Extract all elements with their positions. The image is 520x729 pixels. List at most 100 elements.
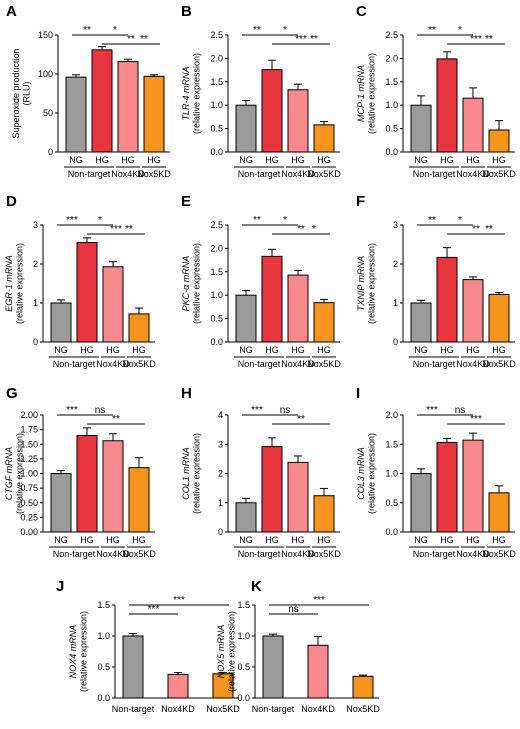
significance-label: ** — [140, 34, 148, 45]
group-label: Nox5KD — [307, 549, 341, 559]
bar-nox4 — [167, 673, 189, 699]
y-tick-label: 100 — [38, 69, 53, 79]
bar-condition-label: HG — [440, 345, 454, 355]
y-tick-label: 1.50 — [20, 439, 38, 449]
y-tick-label: 1 — [393, 298, 398, 308]
y-tick-label: 0.0 — [385, 147, 398, 157]
y-label-unit: (relative expression) — [366, 243, 376, 324]
y-tick-label: 2.5 — [210, 30, 223, 40]
y-axis-label: EGR-1 mRNA(relative expression) — [4, 243, 24, 324]
group-label: Nox5KD — [137, 169, 171, 179]
significance-label: * — [98, 215, 102, 226]
bar-nox4 — [102, 440, 124, 533]
y-label-gene: NOX4 mRNA — [68, 625, 78, 679]
bar-condition-label: HG — [95, 155, 109, 165]
bar-condition-label: HG — [132, 535, 146, 545]
group-label: Nox5KD — [482, 359, 516, 369]
group-label: Nox4KD — [111, 169, 145, 179]
y-tick-label: 0.5 — [97, 662, 110, 672]
bar-nox4 — [117, 61, 139, 153]
bar-nox4 — [462, 97, 484, 153]
bar-nox5 — [128, 467, 150, 533]
significance-label: *** — [470, 414, 482, 425]
y-label-gene: TXNIP mRNA — [356, 256, 366, 311]
group-label: Nox4KD — [161, 704, 195, 714]
significance-label: *** — [313, 595, 325, 606]
y-label-unit: (relative expression) — [226, 611, 236, 692]
group-label: Nox4KD — [281, 359, 315, 369]
significance-label: *** — [295, 34, 307, 45]
y-axis-label: PKC-α mRNA(relative expression) — [181, 243, 201, 324]
y-axis-label: CTGF mRNA(relative expression) — [4, 433, 24, 514]
y-tick-label: 0.5 — [210, 314, 223, 324]
bar-condition-label: HG — [265, 345, 279, 355]
y-label-unit: (relative expression) — [14, 433, 24, 514]
bar-nox4 — [462, 279, 484, 343]
group-label: Non-target — [238, 359, 281, 369]
bar-condition-label: HG — [440, 155, 454, 165]
bar-condition-label: HG — [317, 345, 331, 355]
y-tick-label: 1.0 — [97, 631, 110, 641]
significance-label: *** — [251, 405, 263, 416]
bar-condition-label: HG — [80, 535, 94, 545]
group-label: Non-target — [252, 704, 295, 714]
bar-ng — [410, 473, 432, 533]
y-label-gene: MCP-1 mRNA — [356, 65, 366, 122]
y-label-unit: (relative expression) — [78, 611, 88, 692]
bar-hg — [91, 49, 113, 153]
bar-ng — [50, 302, 72, 343]
y-tick-label: 1 — [33, 298, 38, 308]
y-label-unit: (relative expression) — [366, 53, 376, 134]
significance-label: ** — [253, 25, 261, 36]
bar-condition-label: HG — [291, 155, 305, 165]
y-label-unit: (RLU) — [21, 81, 31, 105]
panel-label: E — [181, 193, 191, 210]
panel-label: G — [6, 385, 18, 402]
y-label-unit: (relative expression) — [191, 433, 201, 514]
y-tick-label: 0 — [218, 527, 223, 537]
y-axis-label: TLR-4 mRNA(relative expression) — [181, 53, 201, 134]
bar-condition-label: HG — [317, 535, 331, 545]
y-tick-label: 2.0 — [385, 410, 398, 420]
group-label: Non-target — [238, 549, 281, 559]
y-axis-label: NOX5 mRNA(relative expression) — [216, 611, 236, 692]
bar-hg — [261, 255, 283, 343]
bar-condition-label: NG — [54, 345, 68, 355]
group-label: Nox5KD — [206, 704, 240, 714]
y-axis-label: COL1 mRNA(relative expression) — [181, 433, 201, 514]
y-tick-label: 0 — [393, 337, 398, 347]
bar-nox5 — [488, 293, 510, 343]
bar-condition-label: HG — [440, 535, 454, 545]
bar-ng — [262, 635, 284, 699]
y-tick-label: 3 — [218, 439, 223, 449]
bar-condition-label: HG — [265, 155, 279, 165]
panel-f: F TXNIP mRNA(relative expression) 0 1 2 3 NG HG… — [356, 193, 516, 369]
bar-condition-label: NG — [239, 345, 253, 355]
bar-nox4 — [287, 274, 309, 343]
significance-label: ** — [125, 224, 133, 235]
bar-ng — [65, 76, 87, 153]
bar-condition-label: HG — [80, 345, 94, 355]
y-tick-label: 0 — [33, 337, 38, 347]
panel-label: F — [356, 193, 365, 210]
bar-hg — [76, 242, 98, 343]
bar-condition-label: HG — [106, 345, 120, 355]
group-label: Nox5KD — [482, 169, 516, 179]
bar-condition-label: HG — [466, 345, 480, 355]
significance-label: ns — [280, 405, 291, 416]
y-tick-label: 4 — [218, 410, 223, 420]
significance-label: *** — [148, 604, 160, 615]
group-label: Non-target — [112, 704, 155, 714]
y-label-unit: (relative expression) — [366, 433, 376, 514]
bar-condition-label: HG — [121, 155, 135, 165]
y-tick-label: 0.5 — [210, 124, 223, 134]
y-tick-label: 1.5 — [210, 267, 223, 277]
y-axis-label: MCP-1 mRNA(relative expression) — [356, 53, 376, 134]
bar-condition-label: HG — [492, 155, 506, 165]
y-tick-label: 1.75 — [20, 425, 38, 435]
significance-label: *** — [470, 34, 482, 45]
panel-label: A — [6, 3, 17, 20]
y-tick-label: 0 — [48, 147, 53, 157]
